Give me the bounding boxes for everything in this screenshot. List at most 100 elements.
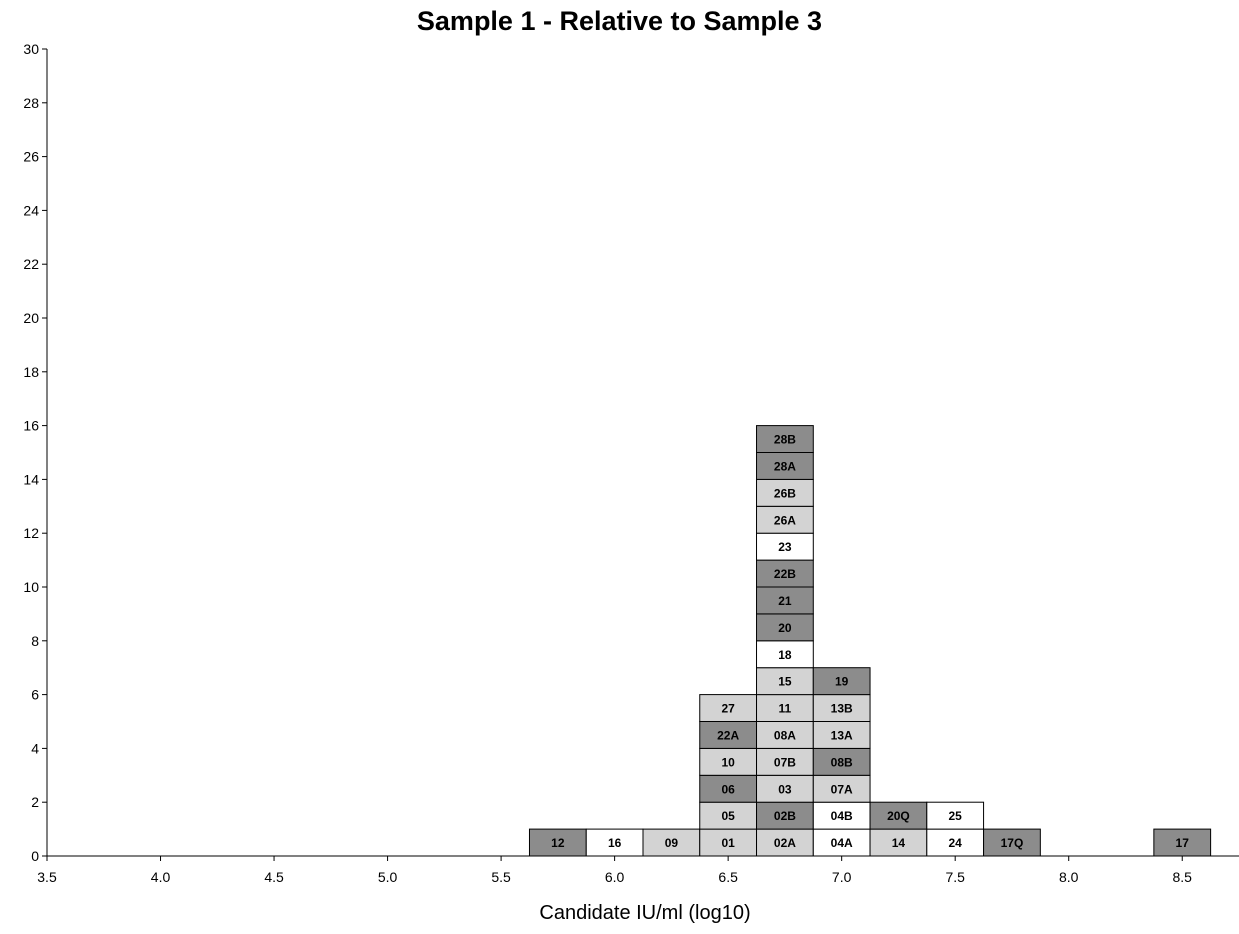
- lab-box: 20Q: [869, 801, 928, 830]
- lab-box: 15: [756, 667, 814, 696]
- lab-box-label: 24: [949, 836, 963, 850]
- lab-box-label: 03: [778, 782, 792, 796]
- lab-box-label: 26B: [774, 486, 796, 500]
- lab-box-label: 26A: [774, 513, 796, 527]
- y-tick-label: 6: [31, 687, 39, 703]
- lab-box-label: 05: [721, 809, 735, 823]
- x-tick-label: 4.0: [151, 869, 171, 885]
- lab-box: 26A: [756, 505, 814, 534]
- x-tick-label: 7.5: [945, 869, 965, 885]
- y-tick-label: 8: [31, 633, 39, 649]
- histogram-boxes: 12 16 09 01 05 06 10 22A 27 02A 02B 03 07B 08A 11 15 18 2…: [528, 425, 1212, 857]
- lab-box: 22A: [699, 721, 758, 749]
- lab-box-label: 04B: [831, 809, 853, 823]
- y-tick-label: 20: [23, 310, 39, 326]
- lab-box: 19: [812, 667, 871, 696]
- lab-box: 14: [869, 828, 928, 857]
- y-tick-label: 26: [23, 149, 39, 165]
- lab-box-label: 16: [608, 836, 622, 850]
- lab-box-rect: [812, 774, 871, 803]
- lab-box: 11: [756, 694, 814, 722]
- lab-box: 26B: [756, 478, 814, 507]
- lab-box-rect: [699, 828, 758, 857]
- y-tick-label: 30: [23, 41, 39, 57]
- lab-box-label: 14: [892, 836, 906, 850]
- lab-box: 28B: [756, 425, 814, 454]
- x-tick-label: 7.0: [832, 869, 852, 885]
- lab-box-rect: [699, 747, 758, 776]
- lab-box-label: 06: [721, 782, 735, 796]
- lab-box-label: 12: [551, 836, 565, 850]
- x-tick-label: 5.0: [378, 869, 398, 885]
- lab-box-label: 02B: [774, 809, 796, 823]
- x-tick-label: 4.5: [264, 869, 284, 885]
- lab-box: 10: [699, 747, 758, 776]
- lab-box-label: 08B: [831, 755, 853, 769]
- lab-box: 03: [756, 774, 814, 803]
- y-tick-label: 2: [31, 794, 39, 810]
- lab-box-label: 28B: [774, 433, 796, 447]
- lab-box-rect: [756, 640, 814, 669]
- y-tick-label: 22: [23, 256, 39, 272]
- lab-box-rect: [926, 801, 985, 830]
- lab-box-label: 19: [835, 675, 849, 689]
- y-tick-label: 18: [23, 364, 39, 380]
- lab-box: 20: [756, 613, 814, 642]
- lab-box-label: 11: [779, 702, 792, 716]
- lab-box-label: 23: [778, 540, 792, 554]
- lab-box-label: 20Q: [887, 809, 910, 823]
- x-tick-label: 6.0: [605, 869, 625, 885]
- lab-box-label: 10: [721, 755, 735, 769]
- y-tick-label: 4: [31, 740, 39, 756]
- lab-box-rect: [585, 828, 644, 857]
- lab-box-label: 22A: [717, 728, 739, 742]
- lab-box-rect: [756, 559, 814, 588]
- lab-box-label: 17Q: [1001, 836, 1024, 850]
- lab-box: 17: [1153, 828, 1212, 857]
- lab-box: 21: [756, 586, 814, 615]
- lab-box: 18: [756, 640, 814, 669]
- lab-box: 04A: [812, 828, 871, 857]
- y-tick-label: 14: [23, 471, 39, 487]
- lab-box-label: 18: [778, 648, 792, 662]
- lab-box-rect: [699, 801, 758, 830]
- x-axis-label: Candidate IU/ml (log10): [539, 902, 751, 924]
- y-tick-label: 28: [23, 95, 39, 111]
- lab-box-label: 13B: [831, 702, 853, 716]
- x-axis: 3.5 4.0 4.5 5.0 5.5 6.0 6.5 7.0 7.5 8.0 8.5: [37, 855, 1239, 885]
- y-tick-label: 0: [31, 848, 39, 864]
- lab-box-rect: [869, 801, 928, 830]
- lab-box-rect: [528, 828, 587, 857]
- lab-box-label: 02A: [774, 836, 796, 850]
- x-tick-label: 6.5: [718, 869, 738, 885]
- chart-title: Sample 1 - Relative to Sample 3: [416, 6, 823, 36]
- lab-box-label: 20: [778, 621, 792, 635]
- lab-box-label: 22B: [774, 567, 796, 581]
- x-tick-label: 3.5: [37, 869, 57, 885]
- lab-box-rect: [756, 425, 814, 454]
- lab-box-rect: [699, 721, 758, 749]
- lab-box: 13A: [812, 721, 871, 749]
- lab-box-rect: [756, 586, 814, 615]
- lab-box-rect: [983, 828, 1041, 857]
- lab-box: 06: [699, 774, 758, 803]
- x-tick-label: 8.5: [1173, 869, 1193, 885]
- lab-box-rect: [812, 694, 871, 722]
- lab-box: 28A: [756, 452, 814, 480]
- lab-box: 09: [642, 828, 701, 857]
- lab-box: 23: [756, 532, 814, 561]
- lab-box: 13B: [812, 694, 871, 722]
- lab-box-rect: [642, 828, 701, 857]
- lab-box: 01: [699, 828, 758, 857]
- lab-box-label: 28A: [774, 459, 796, 473]
- lab-box: 12: [528, 828, 587, 857]
- lab-box-label: 01: [721, 836, 735, 850]
- lab-box-label: 09: [665, 836, 679, 850]
- lab-box-label: 27: [721, 702, 735, 716]
- lab-box-label: 08A: [774, 728, 796, 742]
- lab-box-rect: [812, 667, 871, 696]
- x-tick-label: 5.5: [491, 869, 511, 885]
- y-tick-label: 16: [23, 418, 39, 434]
- lab-box: 25: [926, 801, 985, 830]
